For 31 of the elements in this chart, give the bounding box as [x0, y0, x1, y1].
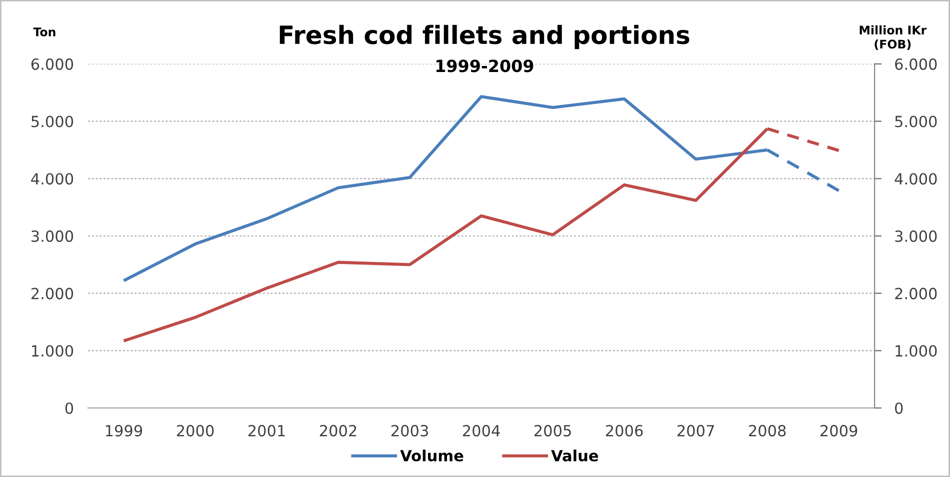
y-tick-label: 3.000	[32, 230, 74, 242]
legend-label: Value	[551, 450, 598, 462]
chart-title: Fresh cod fillets and portions	[280, 24, 690, 50]
y-axis-title: Ton	[33, 28, 56, 36]
x-tick-label: 2006	[606, 424, 643, 436]
y2-tick-label: 6.000	[895, 58, 937, 70]
x-tick-label: 2008	[748, 424, 786, 436]
x-tick-label: 1999	[106, 424, 142, 436]
y2-tick-label: 5.000	[895, 116, 937, 128]
x-tick-label: 2007	[677, 424, 714, 436]
y-tick-label: 1.000	[32, 345, 74, 357]
chart-subtitle: 1999-2009	[436, 60, 534, 72]
y-tick-label: 5.000	[32, 116, 74, 128]
y-tick-label: 2.000	[31, 288, 74, 300]
x-tick-label: 2004	[462, 424, 500, 436]
legend-label: Volume	[400, 450, 464, 462]
y2-tick-label: 2.000	[895, 288, 937, 300]
y-tick-label: 6.000	[31, 58, 74, 70]
x-tick-label: 2005	[534, 424, 571, 436]
x-tick-label: 2009	[820, 424, 858, 436]
x-tick-label: 2001	[248, 424, 285, 436]
x-tick-label: 2000	[176, 424, 214, 436]
x-tick-label: 2003	[391, 424, 428, 436]
y2-axis-title: Million IKr (FOB)	[860, 25, 927, 50]
y2-tick-label: 1.000	[896, 345, 937, 357]
y2-tick-label: 0	[895, 402, 903, 414]
y2-tick-label: 4.000	[894, 173, 937, 185]
y2-tick-label: 3.000	[895, 230, 937, 242]
y-tick-label: 0	[65, 402, 74, 414]
x-tick-label: 2002	[320, 424, 356, 436]
y-tick-label: 4.000	[31, 173, 74, 185]
